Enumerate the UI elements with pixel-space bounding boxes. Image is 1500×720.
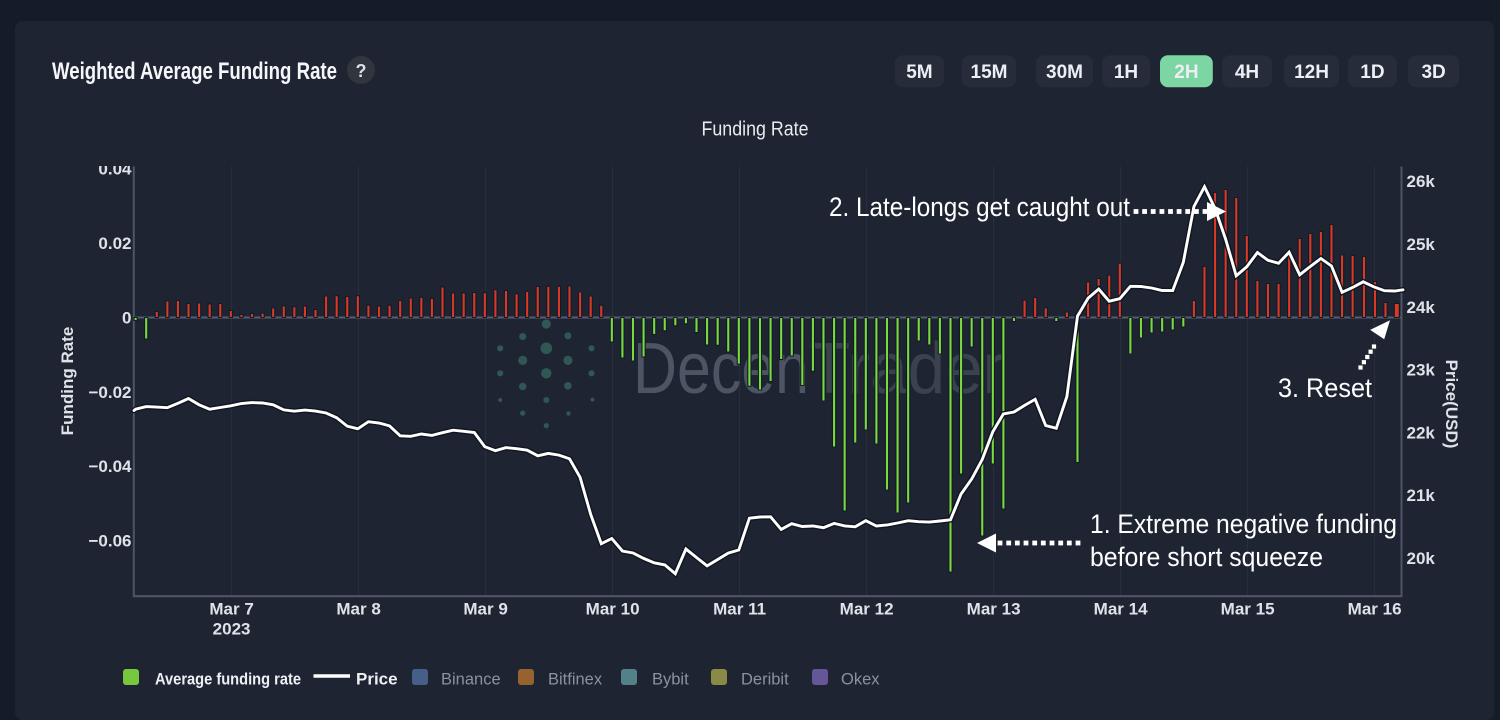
svg-text:−0.06: −0.06 xyxy=(88,531,131,550)
svg-text:Mar 7: Mar 7 xyxy=(209,600,253,619)
svg-text:3D: 3D xyxy=(1421,62,1445,83)
svg-text:5M: 5M xyxy=(906,62,932,83)
svg-text:20k: 20k xyxy=(1407,549,1436,568)
svg-text:0: 0 xyxy=(122,308,131,327)
svg-text:Funding Rate: Funding Rate xyxy=(702,119,809,141)
svg-text:2023: 2023 xyxy=(213,620,251,639)
svg-text:15M: 15M xyxy=(971,62,1008,83)
svg-text:2. Late-longs get caught out: 2. Late-longs get caught out xyxy=(829,192,1130,222)
svg-text:Bitfinex: Bitfinex xyxy=(548,671,603,689)
svg-text:Mar 14: Mar 14 xyxy=(1094,600,1148,619)
svg-text:0.04: 0.04 xyxy=(98,159,132,178)
svg-text:Deribit: Deribit xyxy=(741,671,789,689)
svg-text:30M: 30M xyxy=(1046,62,1083,83)
svg-text:Binance: Binance xyxy=(441,671,501,689)
svg-text:26k: 26k xyxy=(1407,172,1436,191)
svg-text:−0.04: −0.04 xyxy=(88,457,132,476)
svg-text:Price: Price xyxy=(356,670,398,689)
svg-text:1. Extreme negative funding: 1. Extreme negative funding xyxy=(1090,509,1397,539)
svg-text:1H: 1H xyxy=(1114,62,1138,83)
svg-text:?: ? xyxy=(356,61,367,81)
svg-text:before short squeeze: before short squeeze xyxy=(1090,542,1323,572)
svg-text:−0.02: −0.02 xyxy=(88,383,131,402)
svg-text:Mar 12: Mar 12 xyxy=(840,600,894,619)
svg-text:4H: 4H xyxy=(1235,62,1259,83)
svg-text:Mar 8: Mar 8 xyxy=(336,600,380,619)
svg-text:0.02: 0.02 xyxy=(98,234,131,253)
svg-text:Mar 15: Mar 15 xyxy=(1221,600,1275,619)
svg-text:21k: 21k xyxy=(1407,486,1436,505)
svg-text:Funding Rate: Funding Rate xyxy=(58,327,77,436)
svg-text:12H: 12H xyxy=(1294,62,1329,83)
svg-text:Price(USD): Price(USD) xyxy=(1442,360,1461,449)
svg-text:Mar 9: Mar 9 xyxy=(463,600,507,619)
svg-text:Average funding rate: Average funding rate xyxy=(155,670,301,689)
svg-text:23k: 23k xyxy=(1407,361,1436,380)
svg-text:Bybit: Bybit xyxy=(652,671,689,689)
svg-text:22k: 22k xyxy=(1407,423,1436,442)
svg-text:Mar 13: Mar 13 xyxy=(967,600,1021,619)
svg-text:24k: 24k xyxy=(1407,298,1436,317)
svg-text:3. Reset: 3. Reset xyxy=(1278,373,1372,403)
svg-text:Okex: Okex xyxy=(841,671,880,689)
svg-text:Weighted Average Funding Rate: Weighted Average Funding Rate xyxy=(52,58,337,85)
svg-text:Mar 11: Mar 11 xyxy=(713,600,766,619)
svg-text:25k: 25k xyxy=(1407,235,1436,254)
svg-text:2H: 2H xyxy=(1174,62,1198,83)
svg-text:Mar 16: Mar 16 xyxy=(1348,600,1402,619)
svg-text:Mar 10: Mar 10 xyxy=(586,600,640,619)
svg-text:1D: 1D xyxy=(1360,62,1384,83)
